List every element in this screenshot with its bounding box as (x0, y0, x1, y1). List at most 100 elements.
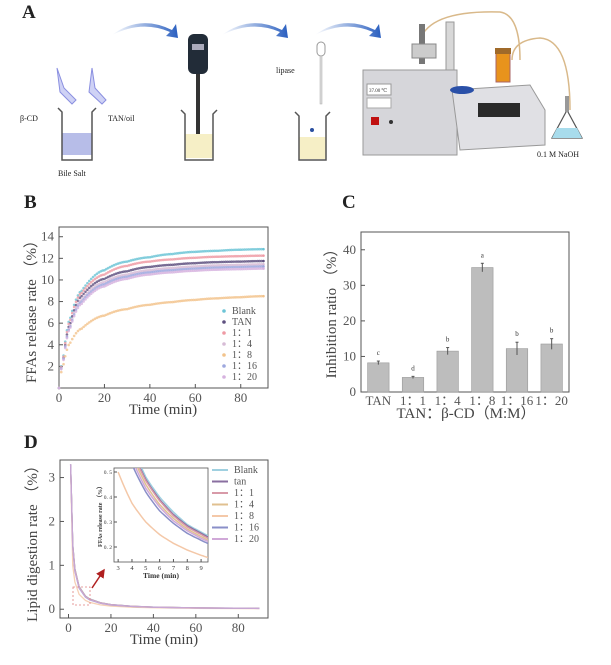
significance-letter: b (550, 327, 554, 335)
data-point (245, 248, 248, 251)
data-point (228, 268, 231, 271)
data-point (152, 259, 155, 263)
data-point (158, 301, 161, 305)
data-point (209, 264, 212, 267)
data-point (95, 272, 99, 276)
x-tick-label: 1：20 (535, 393, 568, 408)
data-point (65, 336, 69, 340)
data-point (82, 286, 85, 290)
data-point (159, 271, 163, 275)
data-point (195, 250, 199, 254)
data-point (142, 269, 146, 272)
data-point (91, 318, 95, 322)
data-point (237, 260, 241, 263)
data-point (173, 263, 176, 266)
bar-1：1 (401, 377, 425, 393)
data-point (214, 264, 218, 267)
data-point (211, 268, 214, 272)
data-point (95, 280, 99, 284)
data-point (84, 290, 87, 294)
data-point (262, 259, 265, 263)
data-point (154, 264, 157, 268)
data-point (222, 268, 226, 271)
data-point (243, 265, 246, 269)
data-point (226, 296, 229, 299)
data-point (182, 267, 186, 271)
beta-cd-tube-icon (56, 67, 77, 105)
data-point (165, 301, 169, 304)
x-tick-label: 1：16 (501, 393, 534, 408)
data-point (241, 254, 244, 258)
data-point (156, 259, 159, 262)
data-point (161, 258, 165, 262)
data-point (152, 270, 155, 274)
data-point (65, 333, 69, 336)
data-point (76, 296, 80, 299)
data-point (169, 300, 172, 304)
data-point (252, 259, 256, 263)
data-point (186, 256, 190, 260)
data-point (161, 267, 165, 270)
data-point (186, 299, 190, 302)
data-point (63, 354, 67, 358)
data-point (252, 295, 256, 298)
data-point (87, 282, 91, 286)
data-point (178, 251, 182, 255)
inset-y-tick-label: 0. 3 (104, 520, 113, 526)
data-point (176, 251, 180, 255)
legend-marker (222, 364, 226, 368)
data-point (74, 331, 78, 335)
data-point (184, 262, 188, 265)
data-point (169, 252, 172, 256)
legend-label: 1：20 (232, 372, 257, 383)
data-point (80, 302, 84, 306)
data-point (190, 269, 193, 273)
data-point (209, 266, 212, 270)
data-point (233, 296, 237, 299)
data-point (212, 249, 216, 253)
data-point (173, 252, 176, 256)
data-point (95, 283, 99, 287)
y-tick-label: 8 (48, 294, 55, 309)
data-point (218, 255, 222, 258)
data-point (188, 269, 191, 273)
data-point (144, 303, 148, 307)
data-point (235, 248, 239, 252)
data-point (171, 268, 174, 272)
data-point (220, 266, 224, 269)
data-point (67, 329, 70, 333)
data-point (80, 289, 84, 293)
data-point (192, 261, 195, 265)
data-point (229, 260, 233, 264)
data-point (258, 259, 261, 263)
data-point (84, 295, 87, 299)
data-point (184, 265, 188, 269)
data-point (186, 250, 190, 254)
legend-label: TAN (232, 317, 252, 328)
data-point (154, 259, 157, 263)
data-point (239, 260, 243, 263)
significance-letter: b (515, 330, 519, 338)
data-point (194, 267, 197, 270)
inset-series-line-1：16 (132, 468, 208, 545)
data-point (222, 249, 226, 252)
series-1：8 (57, 294, 265, 390)
x-axis-label: TAN：β-CD（M:M） (397, 405, 536, 422)
data-point (150, 270, 154, 274)
data-point (218, 249, 222, 252)
data-point (250, 248, 254, 251)
data-point (207, 297, 210, 301)
data-point (163, 263, 167, 267)
data-point (203, 249, 207, 253)
data-point (199, 250, 203, 253)
inset-y-axis-label: FFAs release rate （%） (96, 483, 104, 547)
series-1：20 (57, 267, 265, 390)
bile-salt-beaker-icon (57, 107, 97, 161)
legend-label: 1：8 (232, 350, 252, 361)
data-point (87, 286, 91, 290)
data-point (72, 303, 76, 307)
data-point (152, 268, 155, 271)
data-point (173, 268, 176, 272)
y-tick-label: 20 (343, 313, 356, 328)
data-point (231, 265, 235, 269)
